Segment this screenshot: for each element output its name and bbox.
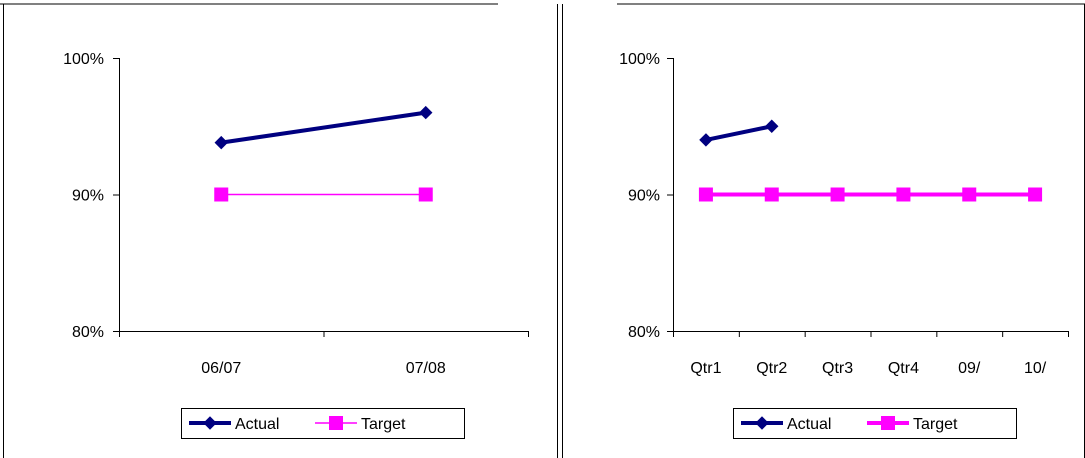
x-tick-label: 09/ xyxy=(958,360,981,377)
data-point-actual xyxy=(765,119,779,133)
data-point-target xyxy=(896,187,911,202)
y-tick-label: 90% xyxy=(628,188,660,205)
chart-right: 80% 90% 100% Qtr1 Qtr2 Qtr3 Qtr4 09/10/Actual Ta… xyxy=(619,51,1069,439)
x-tick-label: Qtr2 xyxy=(756,360,787,377)
x-tick-label: 10/ xyxy=(1024,360,1047,377)
y-tick-label: 80% xyxy=(628,324,660,341)
chart-left: 80% 90% 100% 06/07 07/08 Actual Target xyxy=(63,51,529,439)
y-tick-label: 80% xyxy=(72,324,104,341)
data-point-actual xyxy=(419,105,433,120)
data-point-actual xyxy=(214,135,228,150)
y-tick-label: 90% xyxy=(72,188,104,205)
series-line-actual xyxy=(220,110,427,145)
legend-label-target: Target xyxy=(361,416,406,433)
x-tick-label: 06/07 xyxy=(201,360,241,377)
data-point-actual xyxy=(699,133,713,147)
legend-swatch-marker xyxy=(329,416,343,430)
series-line-actual xyxy=(705,124,773,142)
data-point-target xyxy=(830,187,845,202)
data-point-target xyxy=(214,187,229,202)
data-point-target xyxy=(418,187,433,202)
data-point-target xyxy=(1028,187,1043,202)
legend-label-target: Target xyxy=(913,416,958,433)
x-tick-label: 07/08 xyxy=(406,360,446,377)
y-tick-label: 100% xyxy=(63,51,104,68)
y-tick-label: 100% xyxy=(619,51,660,68)
legend-label-actual: Actual xyxy=(235,416,279,433)
x-tick-label: Qtr4 xyxy=(888,360,919,377)
x-tick-label: Qtr3 xyxy=(822,360,853,377)
data-point-target xyxy=(962,187,977,202)
x-tick-label: Qtr1 xyxy=(690,360,721,377)
legend-label-actual: Actual xyxy=(787,416,831,433)
legend-swatch-marker xyxy=(203,416,217,430)
data-point-target xyxy=(698,187,713,202)
data-point-target xyxy=(764,187,779,202)
legend-swatch-marker xyxy=(881,416,895,430)
legend-swatch-marker xyxy=(755,416,769,430)
